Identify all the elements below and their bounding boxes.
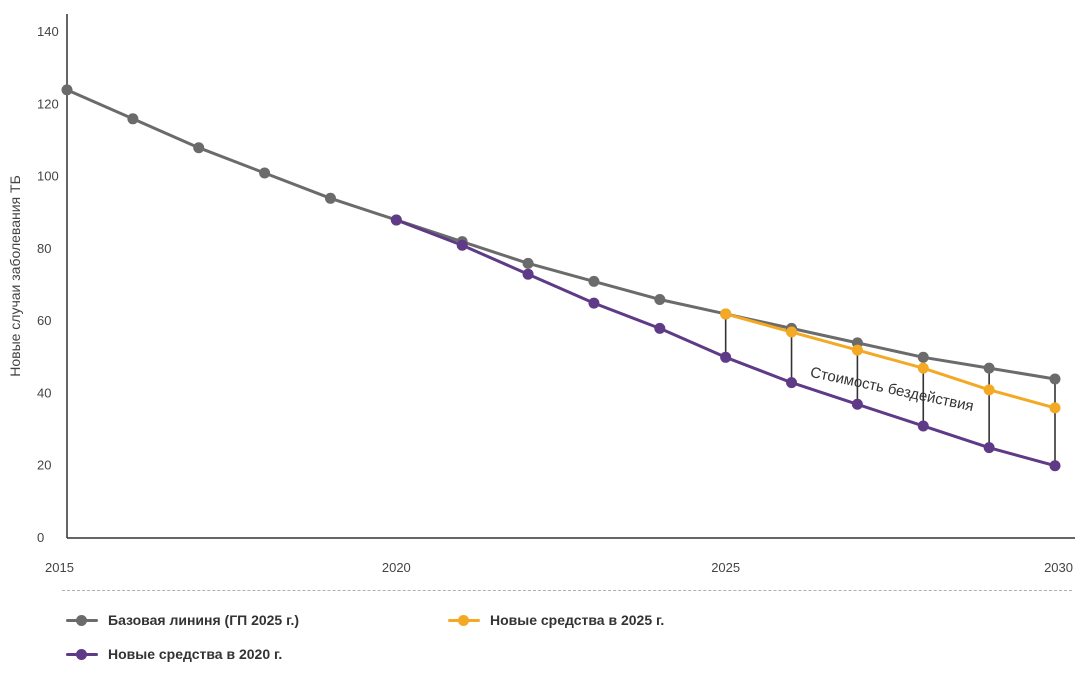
data-point xyxy=(259,167,271,179)
series-line xyxy=(725,312,1056,410)
data-point xyxy=(917,351,929,363)
series-points xyxy=(61,84,1061,472)
legend-label-new-2020: Новые средства в 2020 г. xyxy=(108,646,283,662)
data-point xyxy=(720,351,732,363)
axes: 0 20 40 60 80 100 120 140 2015 2020 2025 2030 xyxy=(37,14,1075,575)
data-point xyxy=(851,344,863,356)
data-point xyxy=(654,293,666,305)
annotation-cost-of-inaction: Стоимость бездействия xyxy=(809,364,975,415)
legend-item-new-2025: Новые средства в 2025 г. xyxy=(448,612,664,628)
data-point xyxy=(654,322,666,334)
y-tick-label: 140 xyxy=(37,24,59,39)
legend-item-new-2020: Новые средства в 2020 г. xyxy=(66,646,282,662)
data-point xyxy=(522,257,534,269)
data-point xyxy=(786,326,798,338)
data-point xyxy=(522,268,534,280)
x-tick-label: 2025 xyxy=(711,560,740,575)
legend-swatch-baseline xyxy=(66,613,98,627)
series-lines xyxy=(66,88,1056,468)
legend-swatch-new-2020 xyxy=(66,647,98,661)
data-point xyxy=(983,362,995,374)
data-point xyxy=(324,192,336,204)
data-point xyxy=(1049,373,1061,385)
legend-swatch-new-2025 xyxy=(448,613,480,627)
legend-item-baseline: Базовая лининя (ГП 2025 г.) xyxy=(66,612,299,628)
data-point xyxy=(983,442,995,454)
data-point xyxy=(61,84,73,96)
data-point xyxy=(720,308,732,320)
data-point xyxy=(456,239,468,251)
data-point xyxy=(193,142,205,154)
data-point xyxy=(1049,460,1061,472)
x-tick-label: 2015 xyxy=(45,560,74,575)
data-point xyxy=(1049,402,1061,414)
y-tick-label: 40 xyxy=(37,385,51,400)
data-point xyxy=(390,214,402,226)
data-point xyxy=(588,275,600,287)
series-line xyxy=(66,88,1056,381)
y-tick-label: 80 xyxy=(37,241,51,256)
legend-label-new-2025: Новые средства в 2025 г. xyxy=(490,612,665,628)
data-point xyxy=(917,420,929,432)
data-point xyxy=(588,297,600,309)
legend: Базовая лининя (ГП 2025 г.) Новые средст… xyxy=(62,604,1062,664)
y-tick-label: 100 xyxy=(37,169,59,184)
line-chart: 0 20 40 60 80 100 120 140 2015 2020 2025 2030 Стоим… xyxy=(7,14,1075,575)
data-point xyxy=(127,113,139,125)
y-axis-title: Новые случаи заболевания ТБ xyxy=(7,175,23,377)
data-point xyxy=(983,384,995,396)
y-tick-label: 0 xyxy=(37,530,44,545)
x-tick-label: 2020 xyxy=(382,560,411,575)
data-point xyxy=(786,377,798,389)
y-tick-label: 20 xyxy=(37,458,51,473)
y-tick-label: 60 xyxy=(37,313,51,328)
legend-label-baseline: Базовая лининя (ГП 2025 г.) xyxy=(108,612,300,628)
data-point xyxy=(917,362,929,374)
data-point xyxy=(851,398,863,410)
x-tick-label: 2030 xyxy=(1044,560,1073,575)
legend-separator xyxy=(62,590,1072,591)
y-tick-label: 120 xyxy=(37,96,59,111)
